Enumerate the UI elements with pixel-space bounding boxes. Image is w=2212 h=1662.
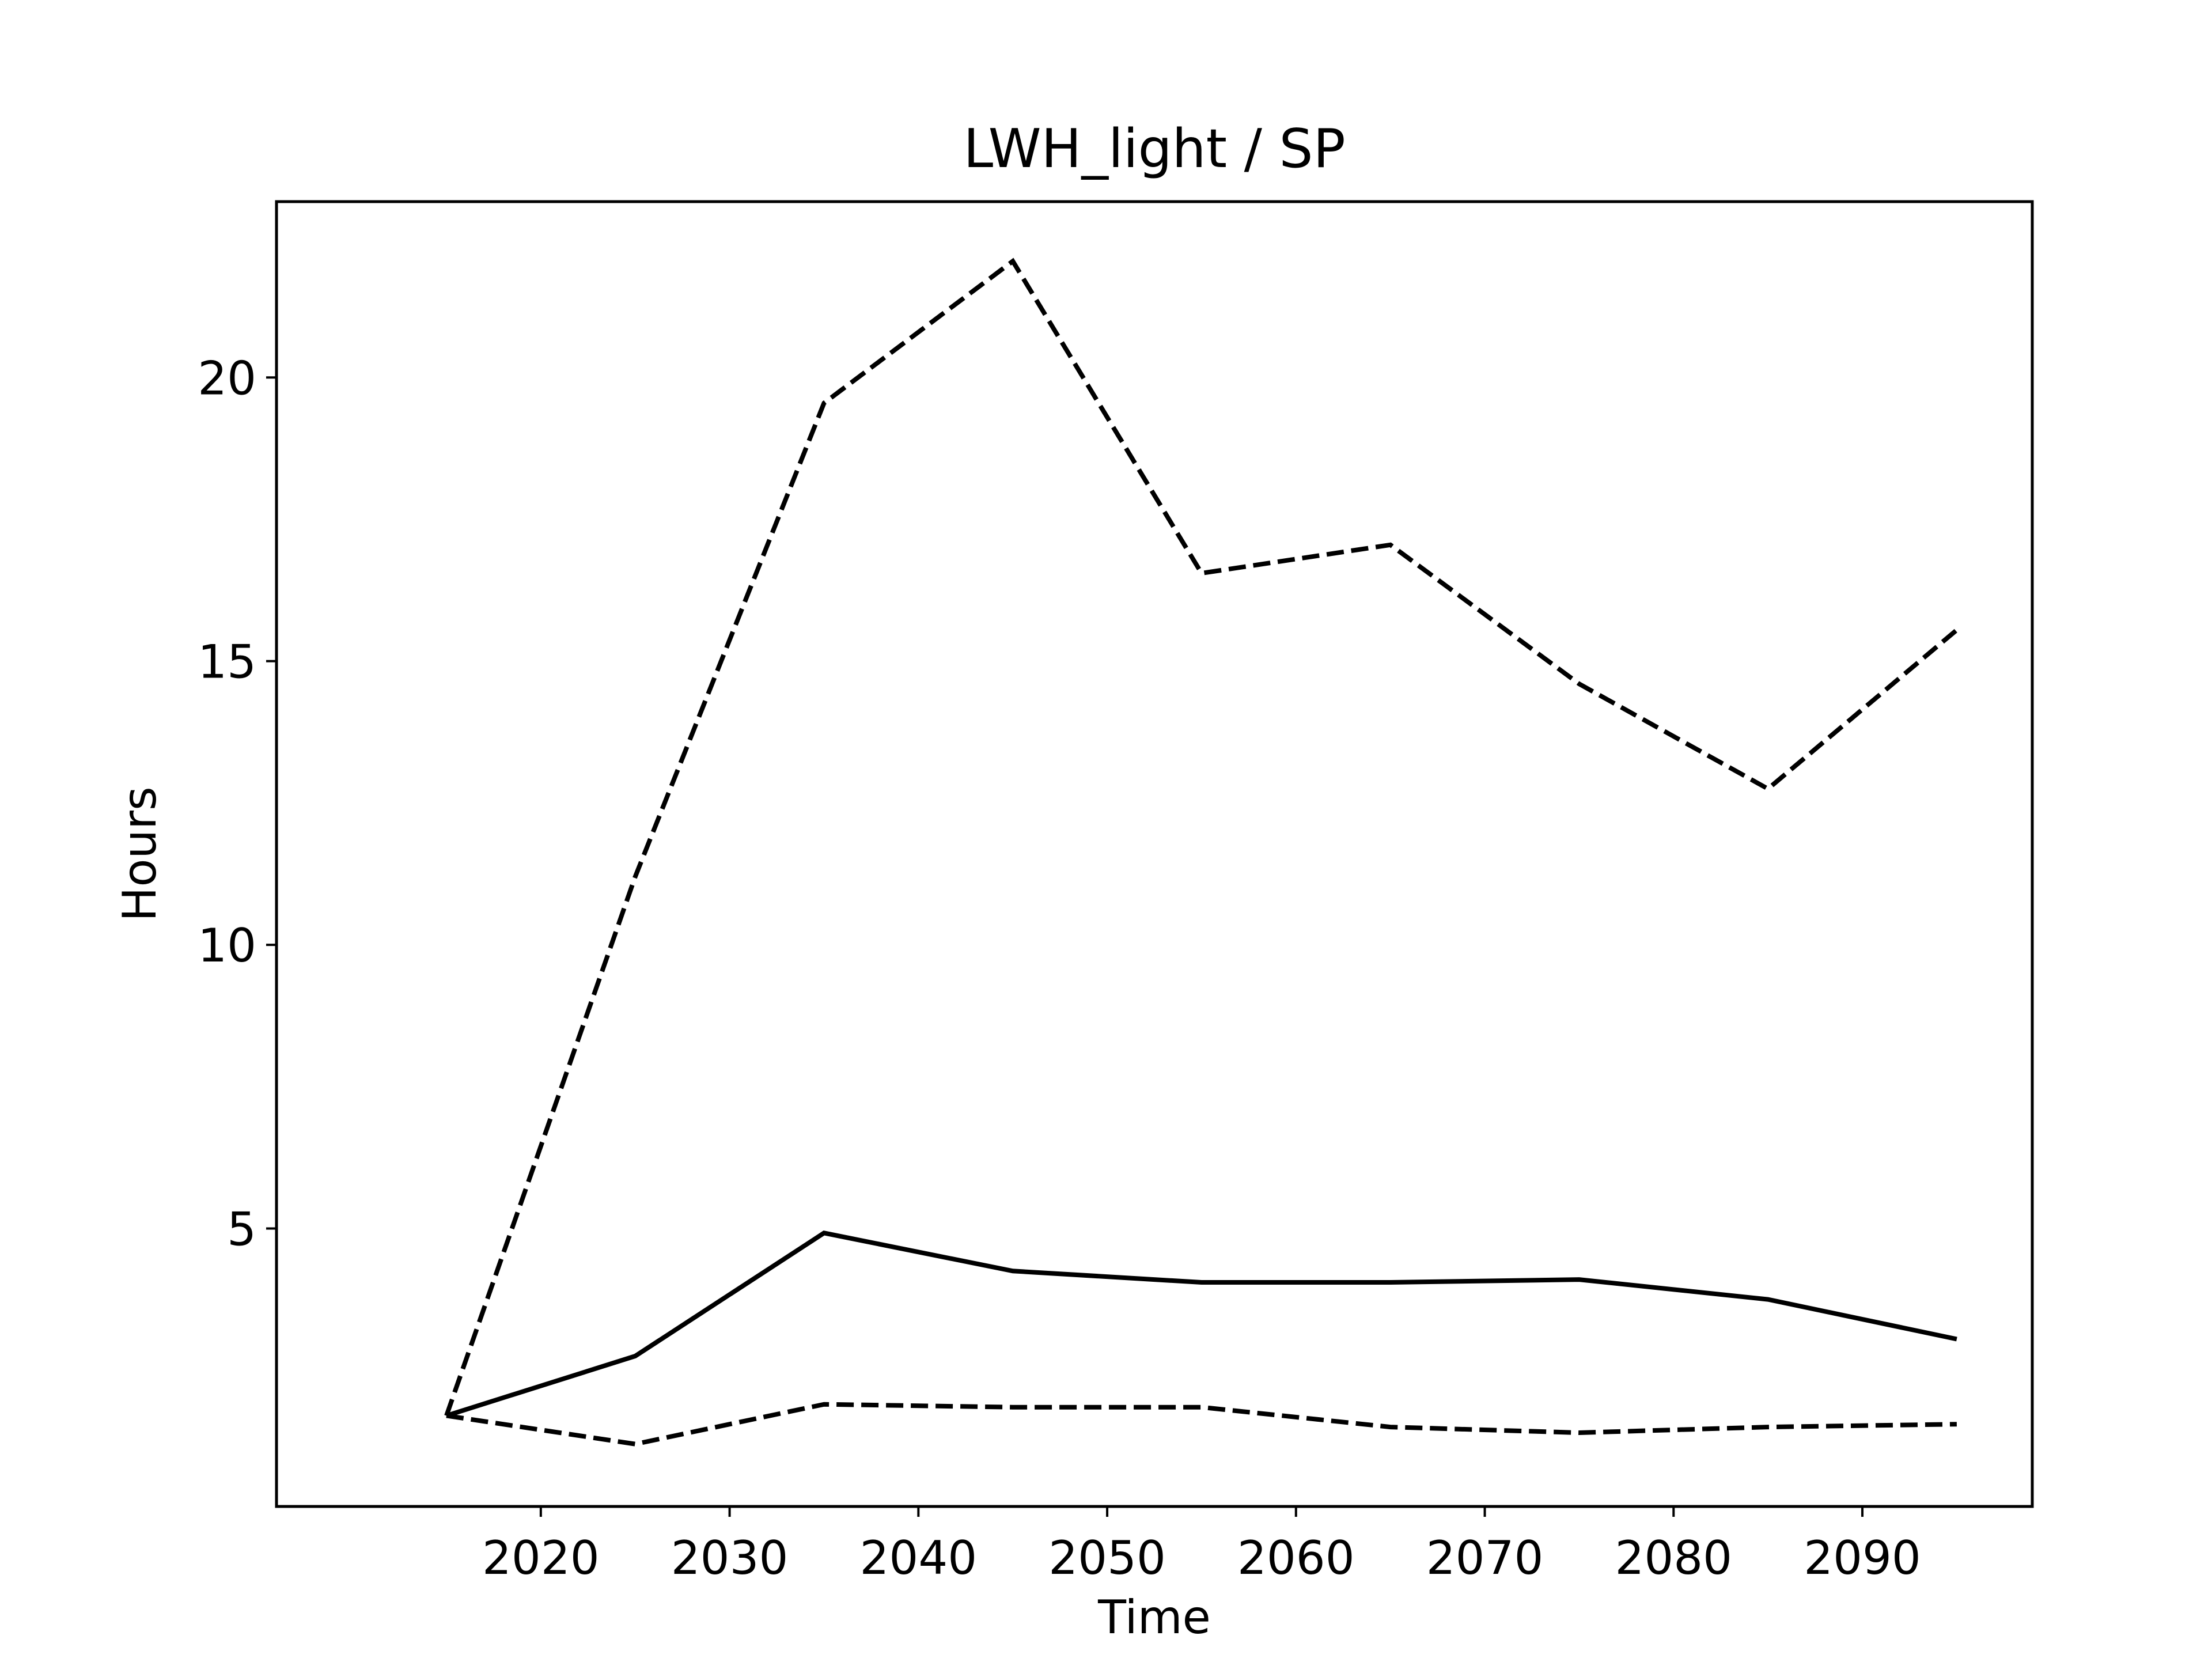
plot-frame (275, 200, 2034, 1508)
x-tick-label: 2020 (482, 1531, 600, 1585)
y-tick-label: 5 (227, 1202, 256, 1256)
x-tick-label: 2050 (1048, 1531, 1166, 1585)
x-tick-label: 2060 (1237, 1531, 1355, 1585)
series-layer (444, 258, 1959, 1447)
x-tick-label: 2040 (860, 1531, 978, 1585)
y-tick-label: 20 (198, 351, 256, 405)
x-tick-label: 2070 (1426, 1531, 1544, 1585)
chart-title: LWH_light / SP (963, 118, 1345, 180)
x-axis-label: Time (1097, 1591, 1211, 1644)
ticks-layer: 2020 2030 2040 2050 2060 2070 2080 2090 5 10 15 20 (198, 351, 1921, 1585)
y-tick-label: 15 (198, 635, 256, 689)
x-tick-label: 2030 (671, 1531, 789, 1585)
y-axis-label: Hours (113, 786, 166, 921)
series-line-3 (446, 1402, 1957, 1447)
y-tick-label: 10 (198, 919, 256, 972)
x-tick-label: 2090 (1804, 1531, 1921, 1585)
series-line-1 (445, 1231, 1957, 1418)
x-tick-label: 2080 (1615, 1531, 1732, 1585)
